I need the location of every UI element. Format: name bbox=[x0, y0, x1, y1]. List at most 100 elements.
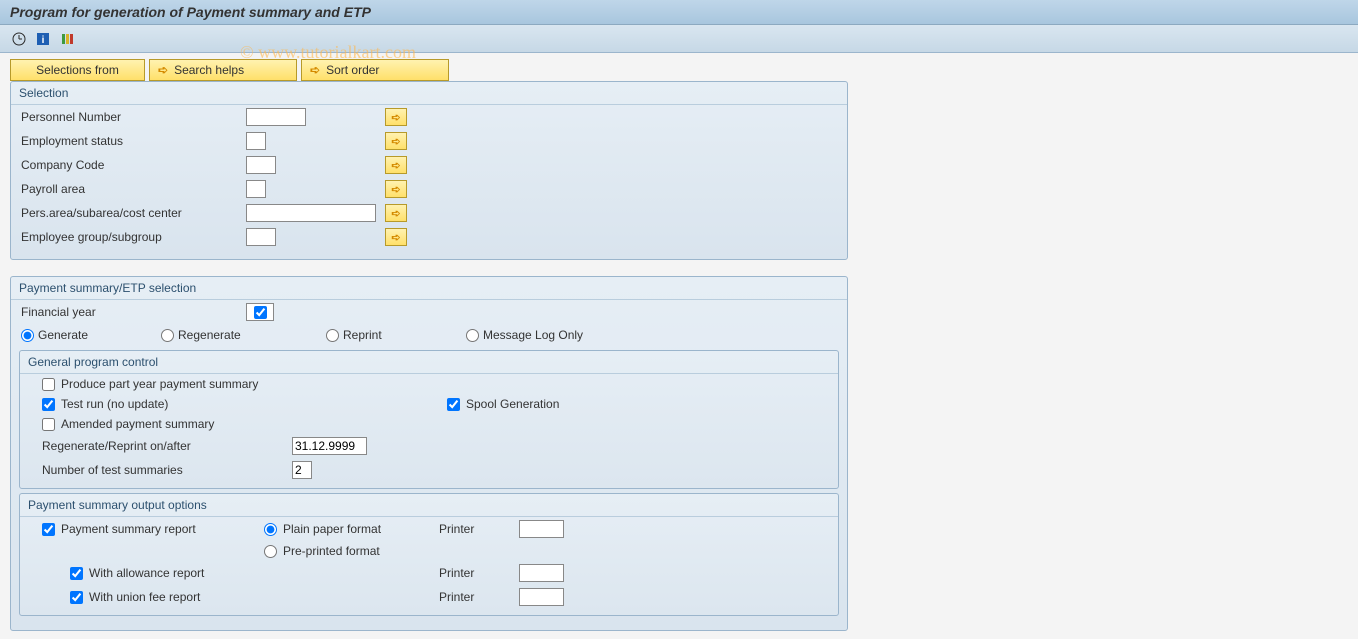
label-company-code: Company Code bbox=[21, 158, 246, 172]
pre-printed-radio[interactable] bbox=[264, 545, 277, 558]
multi-select-button[interactable]: ➪ bbox=[385, 156, 407, 174]
variant-icon[interactable] bbox=[58, 30, 76, 48]
label-pers-area: Pers.area/subarea/cost center bbox=[21, 206, 246, 220]
row-with-allowance: With allowance report Printer bbox=[20, 561, 838, 585]
plain-paper-radio[interactable] bbox=[264, 523, 277, 536]
row-financial-year: Financial year bbox=[11, 300, 847, 324]
arrow-right-icon: ➪ bbox=[310, 63, 320, 77]
label-printer: Printer bbox=[439, 590, 519, 604]
regen-date-input[interactable] bbox=[292, 437, 367, 455]
row-payroll-area: Payroll area ➪ bbox=[11, 177, 847, 201]
label-produce-part: Produce part year payment summary bbox=[61, 377, 258, 391]
label-num-test: Number of test summaries bbox=[42, 463, 292, 477]
radio-reprint[interactable]: Reprint bbox=[326, 328, 466, 342]
printer-input-1[interactable] bbox=[519, 520, 564, 538]
row-employment-status: Employment status ➪ bbox=[11, 129, 847, 153]
label-printer: Printer bbox=[439, 522, 519, 536]
top-button-row: Selections from ➪ Search helps ➪ Sort or… bbox=[10, 59, 1340, 81]
printer-input-2[interactable] bbox=[519, 564, 564, 582]
search-helps-button[interactable]: ➪ Search helps bbox=[149, 59, 297, 81]
page-title: Program for generation of Payment summar… bbox=[10, 4, 371, 20]
test-run-checkbox[interactable] bbox=[42, 398, 55, 411]
row-pers-area: Pers.area/subarea/cost center ➪ bbox=[11, 201, 847, 225]
radio-regenerate[interactable]: Regenerate bbox=[161, 328, 326, 342]
radio-regenerate-input[interactable] bbox=[161, 329, 174, 342]
row-regen-date: Regenerate/Reprint on/after bbox=[20, 434, 838, 458]
row-num-test: Number of test summaries bbox=[20, 458, 838, 482]
row-pay-sum-report: Payment summary report Plain paper forma… bbox=[20, 517, 838, 541]
label-financial-year: Financial year bbox=[21, 305, 246, 319]
radio-msglog[interactable]: Message Log Only bbox=[466, 328, 583, 342]
sort-order-button[interactable]: ➪ Sort order bbox=[301, 59, 449, 81]
radio-generate[interactable]: Generate bbox=[21, 328, 161, 342]
amended-checkbox[interactable] bbox=[42, 418, 55, 431]
row-test-run: Test run (no update) Spool Generation bbox=[20, 394, 838, 414]
spool-checkbox[interactable] bbox=[447, 398, 460, 411]
label-employment-status: Employment status bbox=[21, 134, 246, 148]
pay-sum-report-checkbox[interactable] bbox=[42, 523, 55, 536]
radio-label: Message Log Only bbox=[483, 328, 583, 342]
label-amended: Amended payment summary bbox=[61, 417, 214, 431]
multi-select-button[interactable]: ➪ bbox=[385, 180, 407, 198]
with-union-checkbox[interactable] bbox=[70, 591, 83, 604]
employee-group-input[interactable] bbox=[246, 228, 276, 246]
svg-text:i: i bbox=[42, 35, 45, 46]
company-code-input[interactable] bbox=[246, 156, 276, 174]
radio-label: Generate bbox=[38, 328, 88, 342]
payroll-area-input[interactable] bbox=[246, 180, 266, 198]
content-area: Selections from ➪ Search helps ➪ Sort or… bbox=[0, 53, 1358, 639]
button-label: Sort order bbox=[326, 63, 379, 77]
selection-group: Selection Personnel Number ➪ Employment … bbox=[10, 81, 848, 260]
label-pay-sum-report: Payment summary report bbox=[61, 522, 196, 536]
row-produce-part: Produce part year payment summary bbox=[20, 374, 838, 394]
employment-status-input[interactable] bbox=[246, 132, 266, 150]
radio-generate-input[interactable] bbox=[21, 329, 34, 342]
multi-select-button[interactable]: ➪ bbox=[385, 204, 407, 222]
pers-area-input[interactable] bbox=[246, 204, 376, 222]
radio-msglog-input[interactable] bbox=[466, 329, 479, 342]
payment-summary-group: Payment summary/ETP selection Financial … bbox=[10, 276, 848, 631]
financial-year-checkbox[interactable] bbox=[254, 306, 267, 319]
label-payroll-area: Payroll area bbox=[21, 182, 246, 196]
group-title: Payment summary/ETP selection bbox=[11, 277, 847, 300]
financial-year-input[interactable] bbox=[246, 303, 274, 321]
toolbar: i bbox=[0, 25, 1358, 53]
produce-part-checkbox[interactable] bbox=[42, 378, 55, 391]
label-spool: Spool Generation bbox=[466, 397, 559, 411]
subgroup-title: Payment summary output options bbox=[20, 494, 838, 517]
radio-reprint-input[interactable] bbox=[326, 329, 339, 342]
arrow-right-icon: ➪ bbox=[158, 63, 168, 77]
selections-from-button[interactable]: Selections from bbox=[10, 59, 145, 81]
group-title: Selection bbox=[11, 82, 847, 105]
multi-select-button[interactable]: ➪ bbox=[385, 108, 407, 126]
button-label: Search helps bbox=[174, 63, 244, 77]
subgroup-title: General program control bbox=[20, 351, 838, 374]
mode-radio-row: Generate Regenerate Reprint Message Log … bbox=[11, 324, 847, 346]
general-program-control-group: General program control Produce part yea… bbox=[19, 350, 839, 489]
with-allowance-checkbox[interactable] bbox=[70, 567, 83, 580]
personnel-number-input[interactable] bbox=[246, 108, 306, 126]
label-printer: Printer bbox=[439, 566, 519, 580]
num-test-input[interactable] bbox=[292, 461, 312, 479]
button-label: Selections from bbox=[36, 63, 119, 77]
label-test-run: Test run (no update) bbox=[61, 397, 441, 411]
title-bar: Program for generation of Payment summar… bbox=[0, 0, 1358, 25]
row-amended: Amended payment summary bbox=[20, 414, 838, 434]
printer-input-3[interactable] bbox=[519, 588, 564, 606]
row-company-code: Company Code ➪ bbox=[11, 153, 847, 177]
row-personnel-number: Personnel Number ➪ bbox=[11, 105, 847, 129]
label-employee-group: Employee group/subgroup bbox=[21, 230, 246, 244]
info-icon[interactable]: i bbox=[34, 30, 52, 48]
execute-icon[interactable] bbox=[10, 30, 28, 48]
row-employee-group: Employee group/subgroup ➪ bbox=[11, 225, 847, 249]
radio-label: Reprint bbox=[343, 328, 382, 342]
multi-select-button[interactable]: ➪ bbox=[385, 132, 407, 150]
label-regen-date: Regenerate/Reprint on/after bbox=[42, 439, 292, 453]
label-with-union: With union fee report bbox=[89, 590, 200, 604]
label-pre-printed: Pre-printed format bbox=[283, 544, 380, 558]
radio-label: Regenerate bbox=[178, 328, 241, 342]
multi-select-button[interactable]: ➪ bbox=[385, 228, 407, 246]
output-options-group: Payment summary output options Payment s… bbox=[19, 493, 839, 616]
label-personnel-number: Personnel Number bbox=[21, 110, 246, 124]
row-pre-printed: Pre-printed format bbox=[20, 541, 838, 561]
